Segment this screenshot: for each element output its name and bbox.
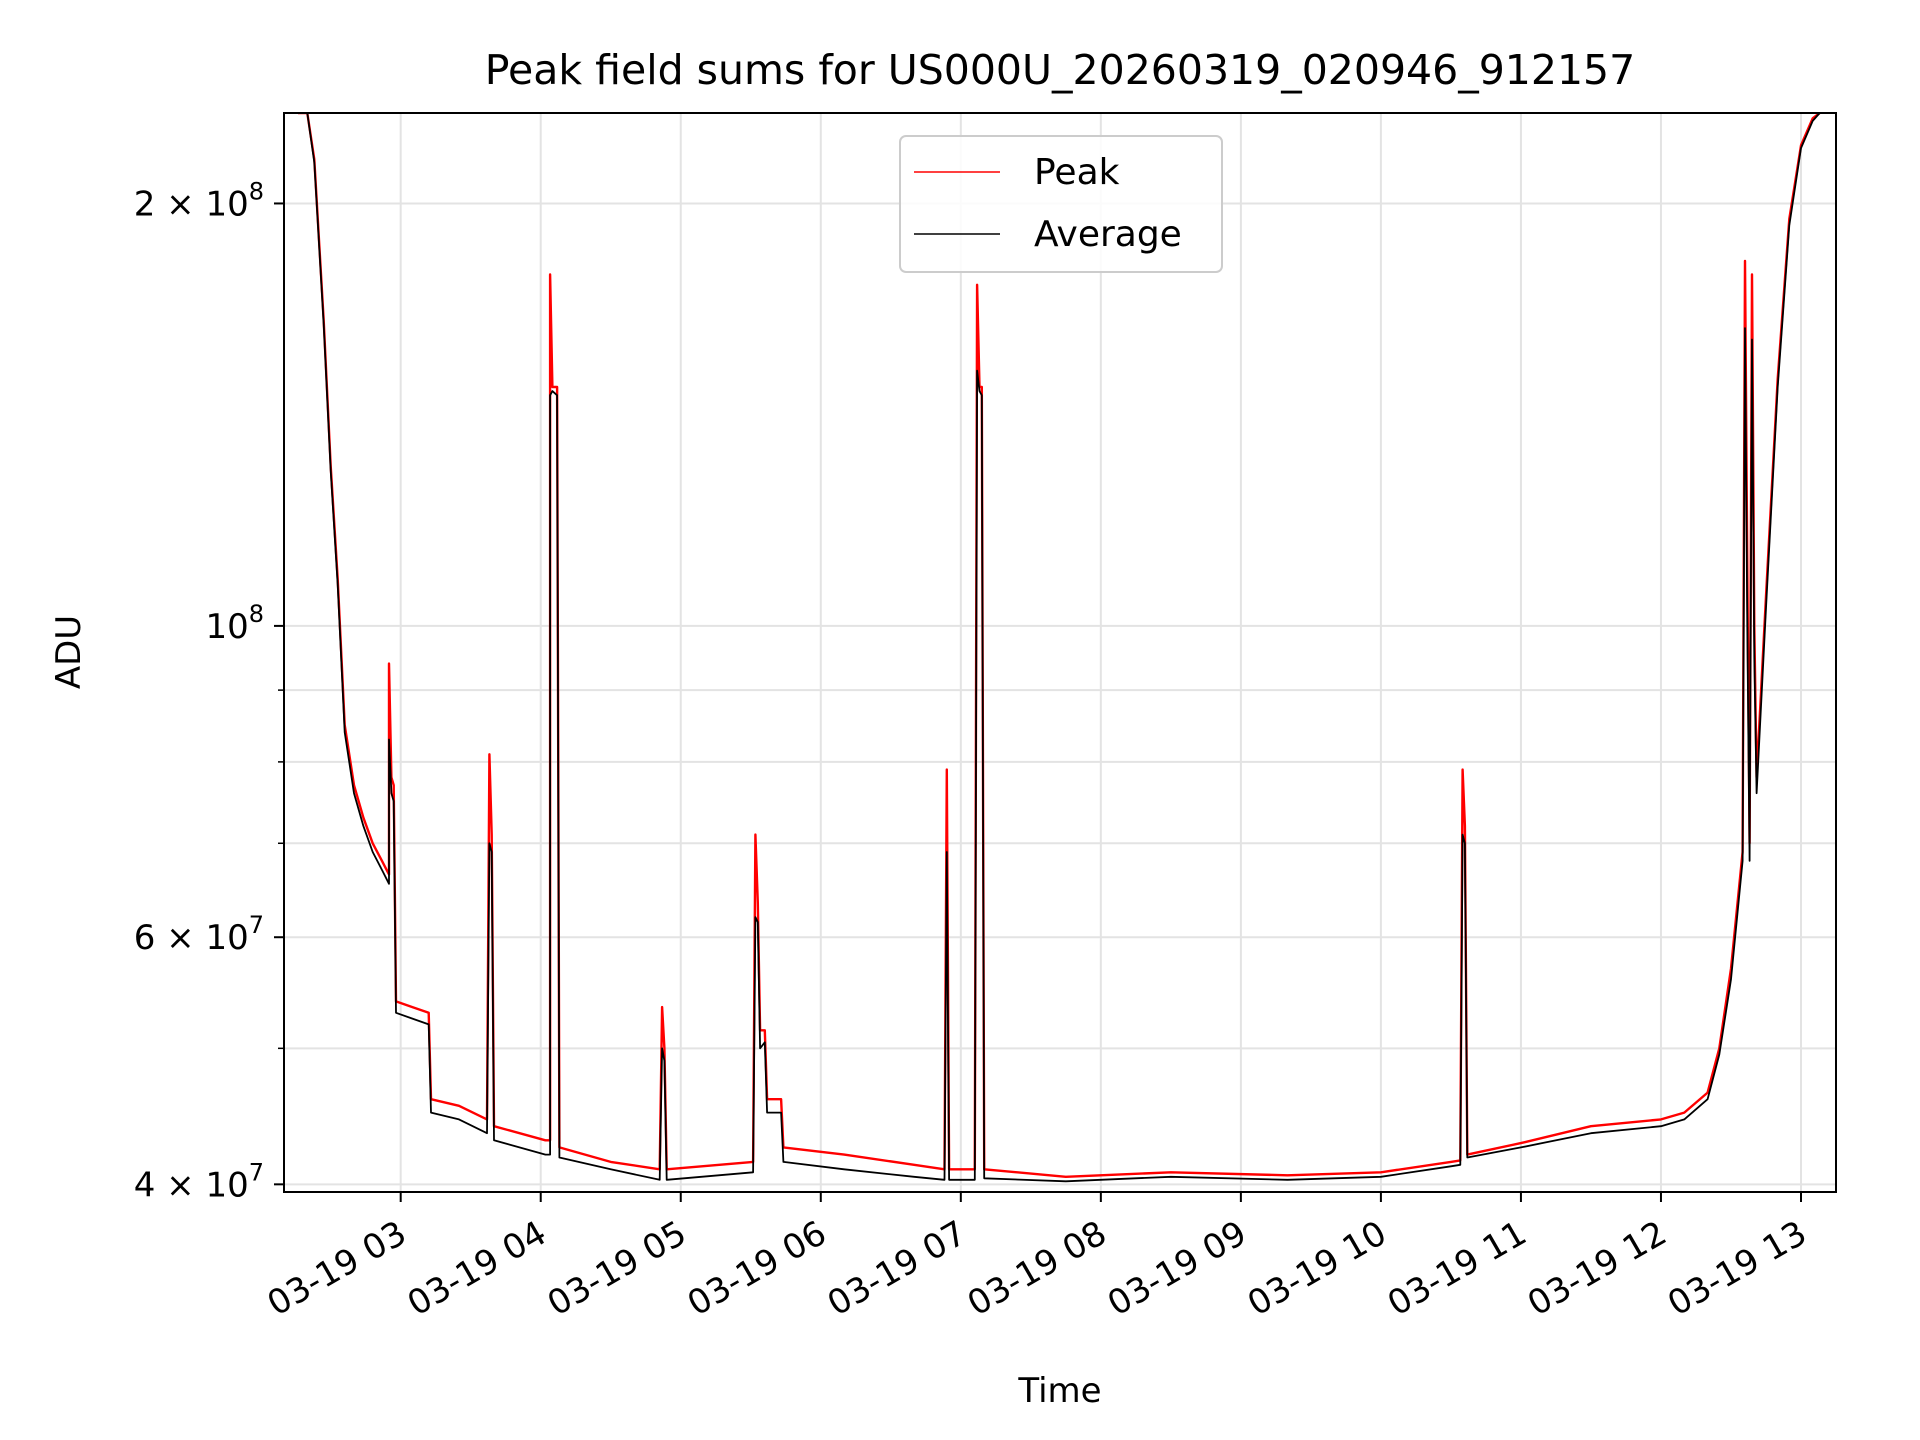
y-tick-base: 6 × 10 [134,918,249,958]
y-tick-exponent: 7 [249,1158,264,1186]
y-tick-label: 4 × 107 [134,1158,264,1205]
legend-label-average: Average [1034,214,1182,255]
y-tick-base: 2 × 10 [134,184,249,224]
y-tick-label: 108 [205,600,264,647]
y-tick-exponent: 7 [249,911,264,939]
y-tick-base: 4 × 10 [134,1165,249,1205]
x-axis-label: Time [1017,1371,1101,1411]
legend: Peak Average [899,135,1223,273]
series-layer [298,113,1821,1183]
plot-frame [283,112,1837,1193]
y-tick-label: 6 × 107 [134,911,264,958]
legend-box [899,135,1223,273]
y-tick-exponent: 8 [249,600,264,628]
y-tick-label: 2 × 108 [134,177,264,224]
y-tick-base: 10 [205,607,248,647]
y-axis-label: ADU [49,615,89,689]
chart-title: Peak field sums for US000U_20260319_0209… [485,46,1635,94]
y-tick-exponent: 8 [249,177,264,205]
grid [284,113,1836,1192]
series-line-average [298,113,1821,1183]
series-line-peak [298,113,1821,1178]
legend-label-peak: Peak [1034,152,1120,193]
